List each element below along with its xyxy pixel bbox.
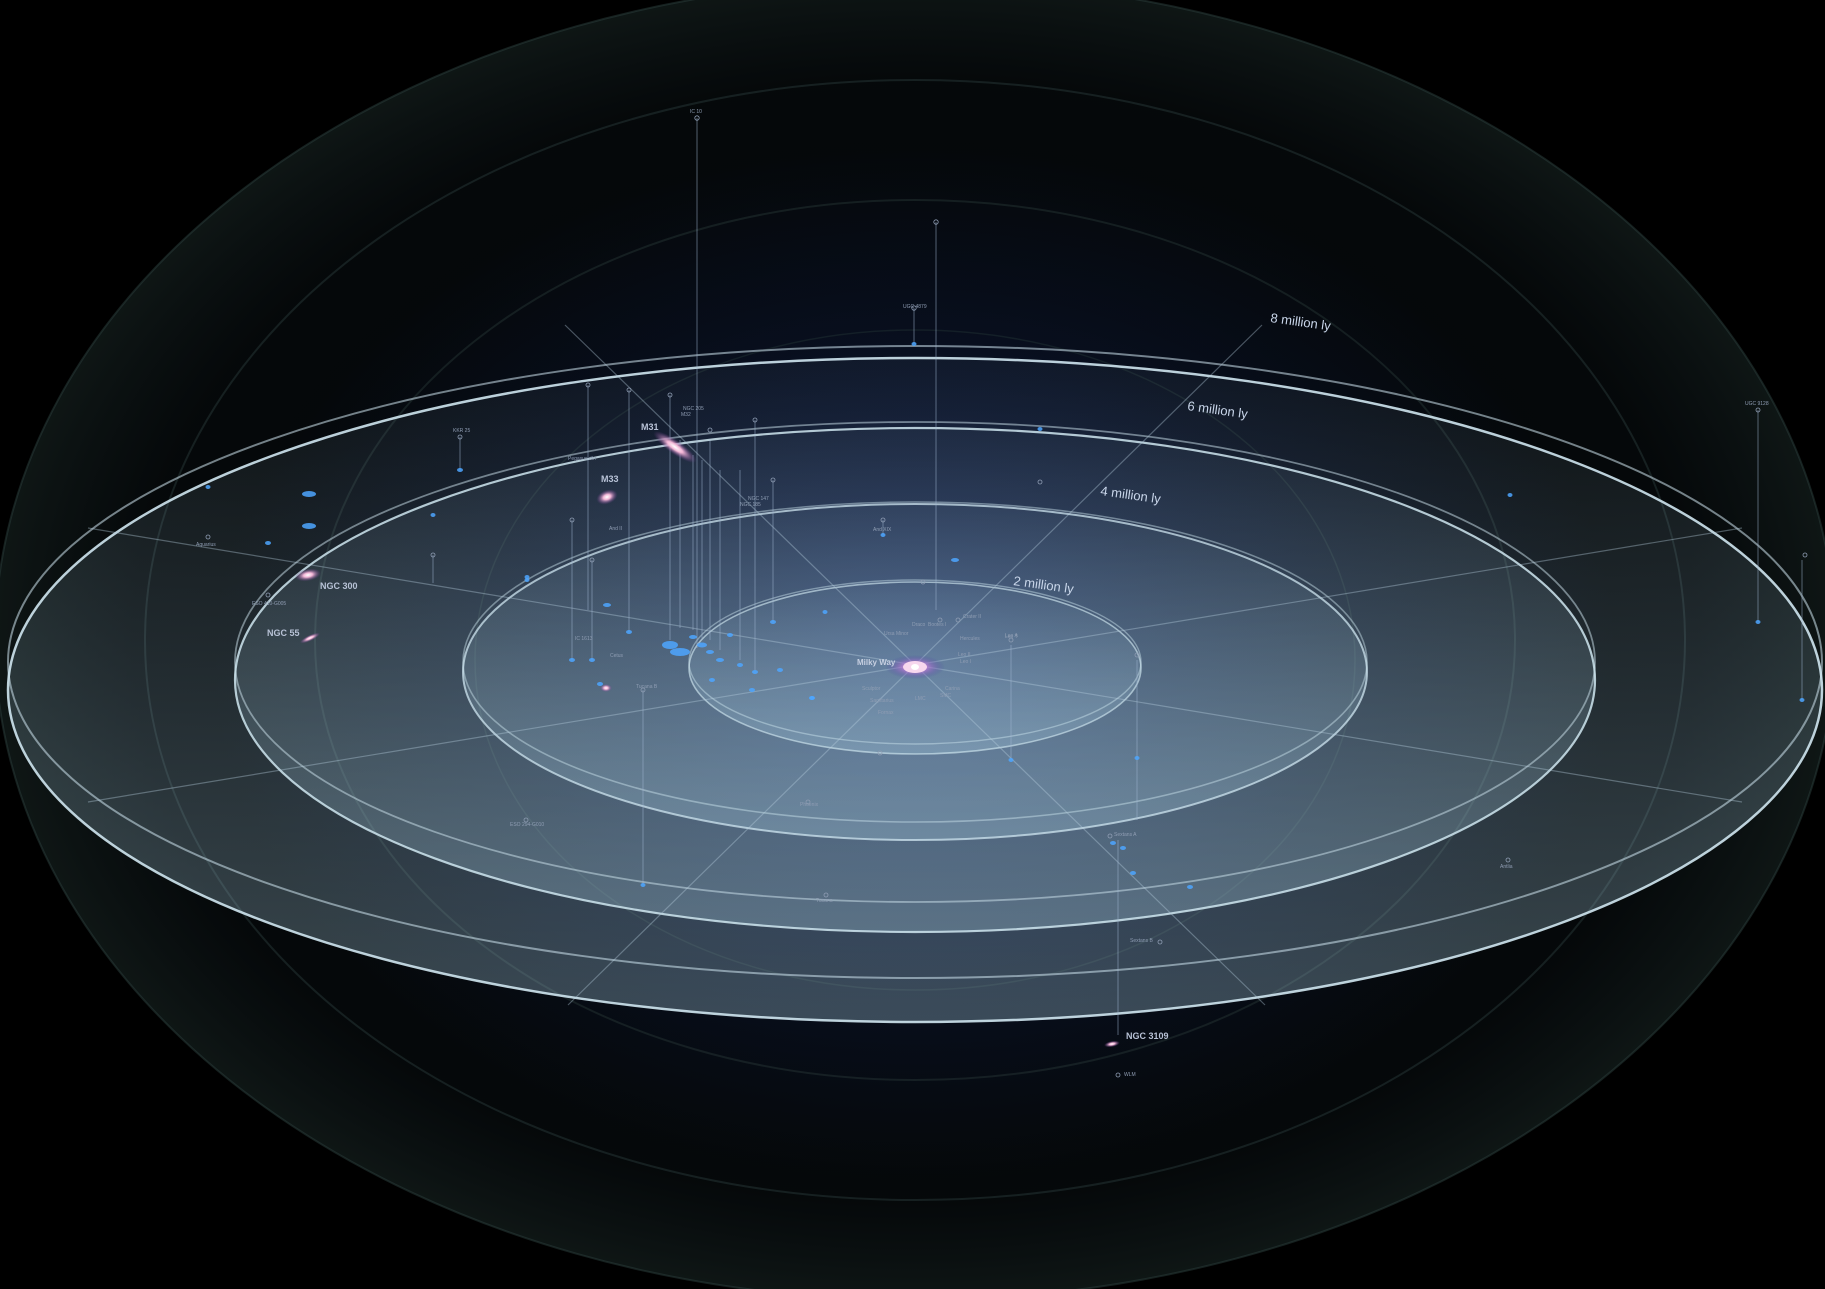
label-ngc185: NGC 185 [740, 502, 761, 508]
label-smc: SMC [940, 693, 952, 699]
label-cetus: Cetus [610, 653, 624, 659]
label-ugc4879: UGC 4879 [903, 304, 927, 310]
label-ngc147: NGC 147 [748, 496, 769, 502]
label-ic1613: IC 1613 [575, 636, 593, 642]
label-bootes-i: Bootes I [928, 622, 946, 628]
galaxy-small-mid [600, 684, 612, 692]
label-wlm: WLM [1124, 1072, 1136, 1078]
label-ngc3109: NGC 3109 [1126, 1031, 1169, 1041]
label-leo-t: Leo T [1005, 634, 1018, 640]
label-ngc205: NGC 205 [683, 406, 704, 412]
label-phoenix: Phoenix [800, 802, 819, 808]
label-and-ii: And II [609, 526, 622, 532]
projection-lines [432, 118, 1803, 1035]
label-fornax: Fornax [878, 710, 894, 716]
label-lmc: LMC [915, 696, 926, 702]
label-ngc300: NGC 300 [320, 581, 358, 591]
label-tucana: Tucana [816, 898, 833, 904]
label-kkr25: KKR 25 [453, 428, 470, 434]
label-aquarius: Aquarius [196, 542, 216, 548]
label-m31: M31 [641, 422, 659, 432]
label-antlia: Antlia [1500, 864, 1513, 870]
label-hercules: Hercules [960, 636, 980, 642]
label-m33: M33 [601, 474, 619, 484]
label-carina: Carina [945, 686, 960, 692]
label-pegasus: Pegasus dIrr [568, 456, 597, 462]
label-tucana-b: Tucana B [636, 684, 658, 690]
label-ursa-minor: Ursa Minor [884, 631, 909, 637]
label-m32: M32 [681, 412, 691, 418]
milky-way: Milky Way [857, 655, 945, 679]
galaxy-m31: M31 [641, 422, 697, 463]
label-ugc9128: UGC 9128 [1745, 401, 1769, 407]
label-sextans-b: Sextans B [1130, 938, 1153, 944]
label-milky-way: Milky Way [857, 658, 896, 667]
label-eso294: ESO 294-G010 [510, 822, 544, 828]
label-leo-a: Leo A [1005, 633, 1018, 639]
galaxy-ngc3109: NGC 3109 [1104, 1031, 1169, 1048]
label-ic10: IC 10 [690, 109, 702, 115]
galaxy-ngc55: NGC 55 [267, 628, 321, 644]
label-sagittarius: Sagittarius [870, 698, 894, 704]
label-leo-i: Leo I [960, 659, 971, 665]
catalogue-labels: IC 10 IC 1613 WLM Phoenix Tucana Leo A S… [196, 109, 1769, 1078]
label-crater-ii: Crater II [963, 614, 981, 620]
galaxy-m33: M33 [596, 474, 619, 505]
galaxy-ngc300: NGC 300 [295, 568, 358, 591]
label-draco: Draco [912, 622, 926, 628]
label-sculptor: Sculptor [862, 686, 881, 692]
label-and-xix: And XIX [873, 527, 892, 533]
dwarf-markers [205, 342, 1805, 889]
catalogue-markers [205, 115, 1808, 1078]
label-eso410: ESO 410-G005 [252, 601, 286, 607]
label-ngc55: NGC 55 [267, 628, 300, 638]
label-sextans-a: Sextans A [1114, 832, 1137, 838]
label-leo-ii: Leo II [958, 652, 971, 658]
